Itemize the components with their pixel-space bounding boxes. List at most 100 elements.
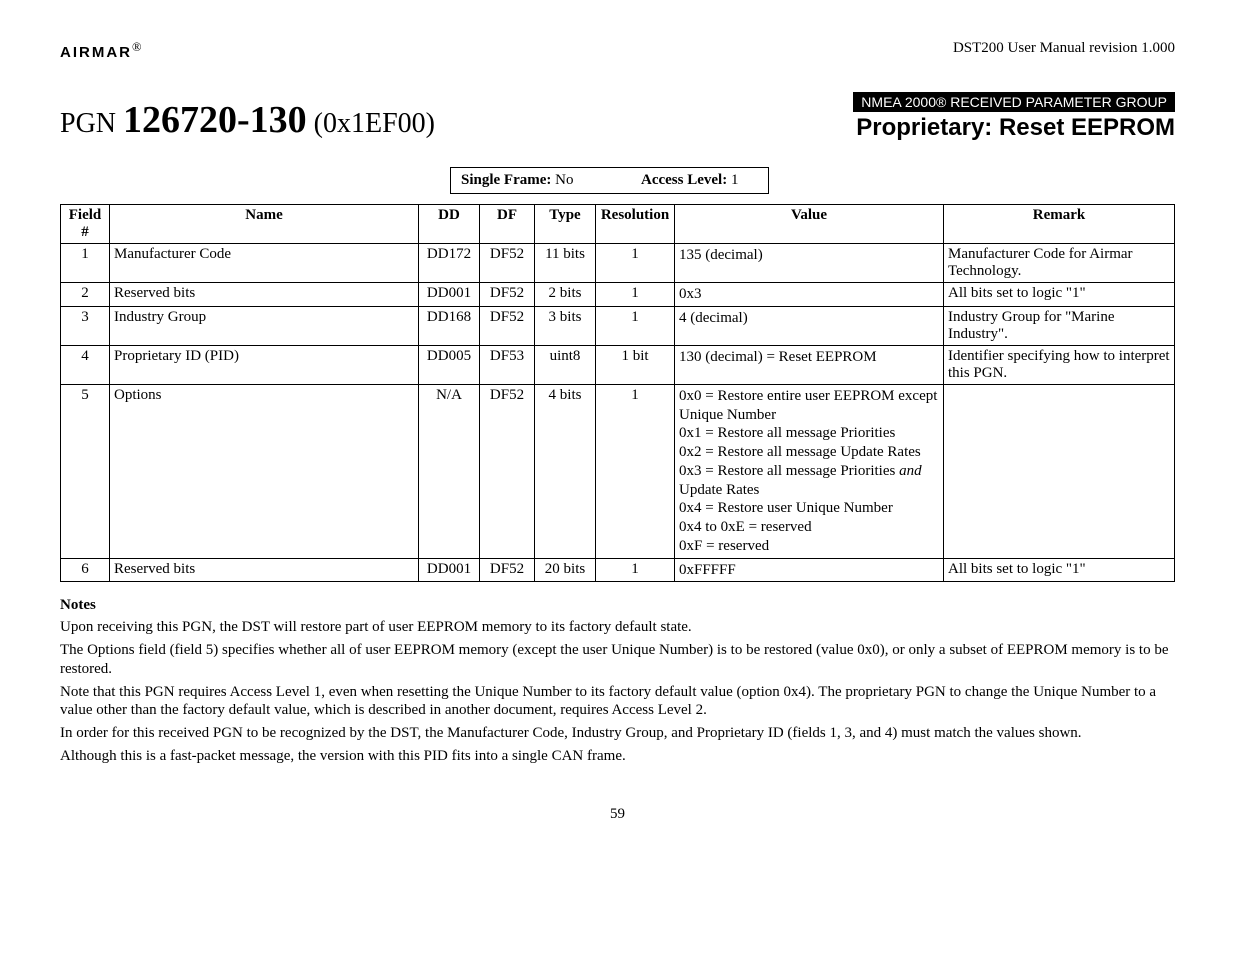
table-cell: All bits set to logic "1" [944, 558, 1175, 582]
table-cell: DD001 [419, 558, 480, 582]
col-dd: DD [419, 205, 480, 244]
col-value: Value [675, 205, 944, 244]
table-cell-value: 0x0 = Restore entire user EEPROM except … [675, 384, 944, 558]
pgn-hex: (0x1EF00) [307, 108, 435, 139]
table-cell: DD005 [419, 345, 480, 384]
value-line: 0x1 = Restore all message Priorities [679, 424, 939, 443]
notes-section: Notes Upon receiving this PGN, the DST w… [60, 597, 1175, 765]
table-cell: 1 [596, 306, 675, 345]
notes-heading: Notes [60, 597, 1175, 614]
table-cell: 3 bits [535, 306, 596, 345]
table-cell: uint8 [535, 345, 596, 384]
notes-paragraph: Upon receiving this PGN, the DST will re… [60, 618, 1175, 637]
table-cell: Proprietary ID (PID) [110, 345, 419, 384]
table-cell-value: 135 (decimal) [675, 244, 944, 283]
value-line: 0xF = reserved [679, 537, 939, 556]
table-cell: DD172 [419, 244, 480, 283]
table-cell: DF53 [480, 345, 535, 384]
table-cell: 1 bit [596, 345, 675, 384]
table-cell: 1 [596, 283, 675, 307]
col-type: Type [535, 205, 596, 244]
table-cell-value: 0x3 [675, 283, 944, 307]
col-remark: Remark [944, 205, 1175, 244]
table-cell-value: 130 (decimal) = Reset EEPROM [675, 345, 944, 384]
table-cell: N/A [419, 384, 480, 558]
single-frame-label: Single Frame: [461, 172, 551, 188]
value-line: 135 (decimal) [679, 246, 939, 265]
table-cell-value: 4 (decimal) [675, 306, 944, 345]
table-cell: 3 [61, 306, 110, 345]
table-cell: Reserved bits [110, 283, 419, 307]
value-line: 0xFFFFF [679, 561, 939, 580]
table-row: 4Proprietary ID (PID)DD005DF53uint81 bit… [61, 345, 1175, 384]
table-cell: 6 [61, 558, 110, 582]
table-cell: DD001 [419, 283, 480, 307]
table-cell: Identifier specifying how to interpret t… [944, 345, 1175, 384]
table-row: 1Manufacturer CodeDD172DF5211 bits1135 (… [61, 244, 1175, 283]
right-title-block: NMEA 2000® RECEIVED PARAMETER GROUP Prop… [853, 92, 1175, 142]
fields-table: Field # Name DD DF Type Resolution Value… [60, 204, 1175, 582]
page-number: 59 [60, 806, 1175, 823]
parameter-group-bar: NMEA 2000® RECEIVED PARAMETER GROUP [853, 92, 1175, 112]
pgn-prefix: PGN [60, 108, 123, 139]
document-id: DST200 User Manual revision 1.000 [953, 40, 1175, 57]
proprietary-title: Proprietary: Reset EEPROM [853, 114, 1175, 142]
table-cell: DD168 [419, 306, 480, 345]
value-line: 0x3 [679, 285, 939, 304]
title-row: PGN 126720-130 (0x1EF00) NMEA 2000® RECE… [60, 92, 1175, 142]
table-cell: 1 [596, 244, 675, 283]
table-cell: Industry Group for "Marine Industry". [944, 306, 1175, 345]
notes-paragraph: The Options field (field 5) specifies wh… [60, 641, 1175, 679]
value-line: 0x0 = Restore entire user EEPROM except … [679, 387, 939, 425]
access-level-label: Access Level: [641, 172, 727, 188]
brand-text: AIRMAR [60, 44, 132, 61]
table-cell: 20 bits [535, 558, 596, 582]
table-header-row: Field # Name DD DF Type Resolution Value… [61, 205, 1175, 244]
table-cell: 5 [61, 384, 110, 558]
page-header: AIRMAR® DST200 User Manual revision 1.00… [60, 40, 1175, 62]
table-cell: 1 [596, 558, 675, 582]
table-row: 6Reserved bitsDD001DF5220 bits10xFFFFF Al… [61, 558, 1175, 582]
table-cell: 1 [596, 384, 675, 558]
table-cell: Options [110, 384, 419, 558]
notes-paragraph: In order for this received PGN to be rec… [60, 724, 1175, 743]
table-row: 5OptionsN/ADF524 bits10x0 = Restore enti… [61, 384, 1175, 558]
value-line: 0x2 = Restore all message Update Rates [679, 443, 939, 462]
meta-box: Single Frame: No Access Level: 1 [450, 167, 769, 194]
value-line: 0x3 = Restore all message Priorities and… [679, 462, 939, 500]
col-fieldnum: Field # [61, 205, 110, 244]
pgn-title: PGN 126720-130 (0x1EF00) [60, 98, 435, 142]
table-cell: 1 [61, 244, 110, 283]
table-cell: DF52 [480, 384, 535, 558]
pgn-number: 126720-130 [123, 99, 307, 141]
table-cell: 11 bits [535, 244, 596, 283]
table-cell: 4 bits [535, 384, 596, 558]
table-cell-value: 0xFFFFF [675, 558, 944, 582]
col-name: Name [110, 205, 419, 244]
notes-paragraph: Although this is a fast-packet message, … [60, 747, 1175, 766]
value-line: 0x4 to 0xE = reserved [679, 518, 939, 537]
table-cell: Industry Group [110, 306, 419, 345]
table-cell: All bits set to logic "1" [944, 283, 1175, 307]
table-cell: DF52 [480, 283, 535, 307]
table-cell: DF52 [480, 244, 535, 283]
brand-registered: ® [132, 40, 142, 54]
table-cell [944, 384, 1175, 558]
notes-paragraph: Note that this PGN requires Access Level… [60, 683, 1175, 721]
col-df: DF [480, 205, 535, 244]
single-frame-value: No [551, 172, 573, 188]
col-resolution: Resolution [596, 205, 675, 244]
table-cell: 2 bits [535, 283, 596, 307]
access-level-value: 1 [727, 172, 738, 188]
value-line: 4 (decimal) [679, 309, 939, 328]
table-row: 2Reserved bitsDD001DF522 bits10x3 All bit… [61, 283, 1175, 307]
table-cell: Reserved bits [110, 558, 419, 582]
table-row: 3Industry GroupDD168DF523 bits14 (decima… [61, 306, 1175, 345]
table-cell: 4 [61, 345, 110, 384]
table-cell: DF52 [480, 558, 535, 582]
value-line: 0x4 = Restore user Unique Number [679, 499, 939, 518]
table-cell: Manufacturer Code for Airmar Technology. [944, 244, 1175, 283]
table-cell: Manufacturer Code [110, 244, 419, 283]
table-cell: DF52 [480, 306, 535, 345]
table-cell: 2 [61, 283, 110, 307]
